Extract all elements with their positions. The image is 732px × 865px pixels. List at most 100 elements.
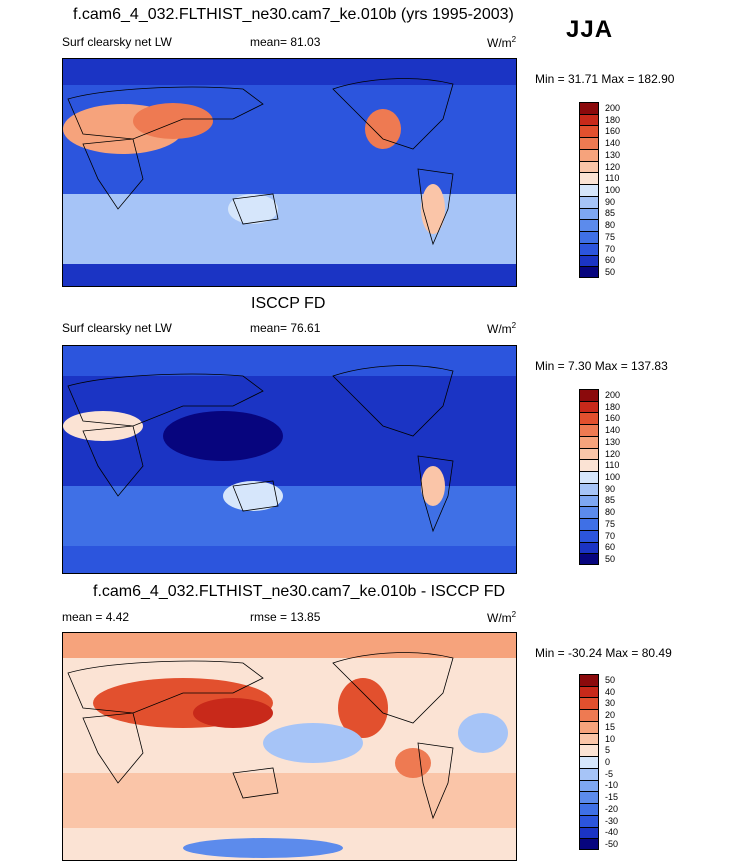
colorbar-cell (579, 160, 599, 173)
colorbar-cell (579, 400, 599, 413)
colorbar-cell (579, 435, 599, 448)
colorbar-tick-label: 80 (605, 507, 616, 518)
colorbar-cell (579, 779, 599, 792)
panel2-minmax: Min = 7.30 Max = 137.83 (535, 359, 668, 373)
panel3-australia-coast (232, 767, 279, 799)
colorbar-cell (579, 529, 599, 542)
panel1-australia-region (228, 194, 278, 224)
panel2-samerica-coast (417, 455, 454, 533)
panel2-andes-region (421, 466, 445, 506)
colorbar-cell (579, 506, 599, 519)
colorbar-cell (579, 482, 599, 495)
panel1-units-exp: 2 (511, 35, 517, 44)
colorbar-cell (579, 412, 599, 425)
colorbar-cell (579, 518, 599, 530)
colorbar-cell (579, 471, 599, 483)
colorbar-tick-label: 15 (605, 721, 616, 732)
colorbar-cell (579, 791, 599, 804)
colorbar-tick-label: 140 (605, 138, 621, 149)
colorbar-cell (579, 231, 599, 243)
colorbar-tick-label: 100 (605, 472, 621, 482)
colorbar-frame (579, 389, 599, 565)
colorbar-tick-label: -15 (605, 792, 619, 803)
colorbar-tick-label: -10 (605, 780, 619, 791)
panel1-antarctic-band (63, 264, 516, 286)
panel3-tibet-region (193, 698, 273, 728)
colorbar-tick-label: 200 (605, 389, 621, 400)
panel1-arabia-region (133, 103, 213, 139)
colorbar-tick-label: 200 (605, 102, 621, 113)
colorbar-frame (579, 102, 599, 278)
colorbar-tick-label: 130 (605, 436, 621, 447)
colorbar-cell (579, 732, 599, 745)
colorbar-tick-label: 160 (605, 126, 621, 137)
colorbar-cell (579, 207, 599, 220)
colorbar-tick-label: 0 (605, 757, 611, 767)
panel3-namerica-coast (332, 652, 454, 724)
colorbar-cell (579, 172, 599, 185)
panel1-africa-coast (82, 138, 144, 210)
colorbar-cell (579, 756, 599, 768)
panel3-mean-label: mean = 4.42 (62, 610, 130, 624)
colorbar-tick-label: 50 (605, 267, 616, 278)
colorbar-tick-label: 80 (605, 220, 616, 231)
panel3-pacific-region (263, 723, 363, 763)
colorbar-tick-label: 60 (605, 255, 616, 266)
panel1-title: f.cam6_4_032.FLTHIST_ne30.cam7_ke.010b (… (73, 6, 514, 23)
colorbar-tick-label: 40 (605, 686, 616, 697)
panel3-colorbar: -50 -40 -30 -20 -15 -10 -5 0 5 10 15 20 30 40 50 (579, 674, 639, 850)
panel1-andes-region (421, 184, 445, 234)
colorbar-tick-label: 50 (605, 554, 616, 565)
panel1-mean-label: mean= 81.03 (250, 35, 321, 49)
colorbar-cell (579, 826, 599, 839)
panel2-namerica-coast (332, 365, 454, 437)
panel3-samerica-region (395, 748, 431, 778)
colorbar-tick-label: 60 (605, 542, 616, 553)
panel2-units-exp: 2 (511, 321, 517, 330)
panel1-map-svg (63, 59, 516, 286)
panel1-eurasia-coast (67, 86, 264, 140)
colorbar-tick-label: 180 (605, 114, 621, 125)
colorbar-cell (579, 459, 599, 472)
colorbar-cell (579, 113, 599, 126)
colorbar-cell (579, 184, 599, 196)
colorbar-tick-label: -50 (605, 839, 619, 850)
panel1-samerica-coast (417, 168, 454, 246)
panel3-map (62, 632, 517, 861)
panel2-units: W/m2 (487, 321, 516, 336)
panel2-title: ISCCP FD (251, 295, 326, 312)
panel3-map-svg (63, 633, 516, 860)
colorbar-tick-label: 75 (605, 231, 616, 242)
colorbar-tick-label: 160 (605, 413, 621, 424)
panel3-units-exp: 2 (511, 610, 517, 619)
colorbar-tick-label: -5 (605, 768, 614, 779)
colorbar-tick-label: 90 (605, 196, 616, 207)
colorbar-cell (579, 242, 599, 255)
colorbar-cell (579, 685, 599, 698)
colorbar-cell (579, 767, 599, 780)
colorbar-tick-label: 110 (605, 460, 620, 471)
panel1-colorbar: 50 60 70 75 80 85 90 100 110 120 130 140 160 180 200 (579, 102, 639, 278)
panel3-units-text: W/m (487, 611, 512, 625)
colorbar-cell (579, 266, 599, 278)
colorbar-tick-label: 120 (605, 448, 621, 459)
panel1-minmax: Min = 31.71 Max = 182.90 (535, 72, 675, 86)
colorbar-cell (579, 424, 599, 436)
colorbar-tick-label: 10 (605, 733, 616, 744)
colorbar-cell (579, 803, 599, 815)
colorbar-cell (579, 195, 599, 208)
colorbar-cell (579, 254, 599, 267)
colorbar-cell (579, 219, 599, 232)
colorbar-tick-label: 5 (605, 745, 611, 756)
panel1-units-text: W/m (487, 36, 512, 50)
panel1-variable-label: Surf clearsky net LW (62, 35, 172, 49)
colorbar-cell (579, 697, 599, 710)
colorbar-cell (579, 744, 599, 757)
colorbar-cell (579, 709, 599, 721)
panel1-namerica-region (365, 109, 401, 149)
panel1-units: W/m2 (487, 35, 516, 50)
colorbar-cell (579, 125, 599, 138)
panel3-atlantic-region (458, 713, 508, 753)
colorbar-cell (579, 137, 599, 149)
colorbar-tick-label: 70 (605, 530, 616, 541)
